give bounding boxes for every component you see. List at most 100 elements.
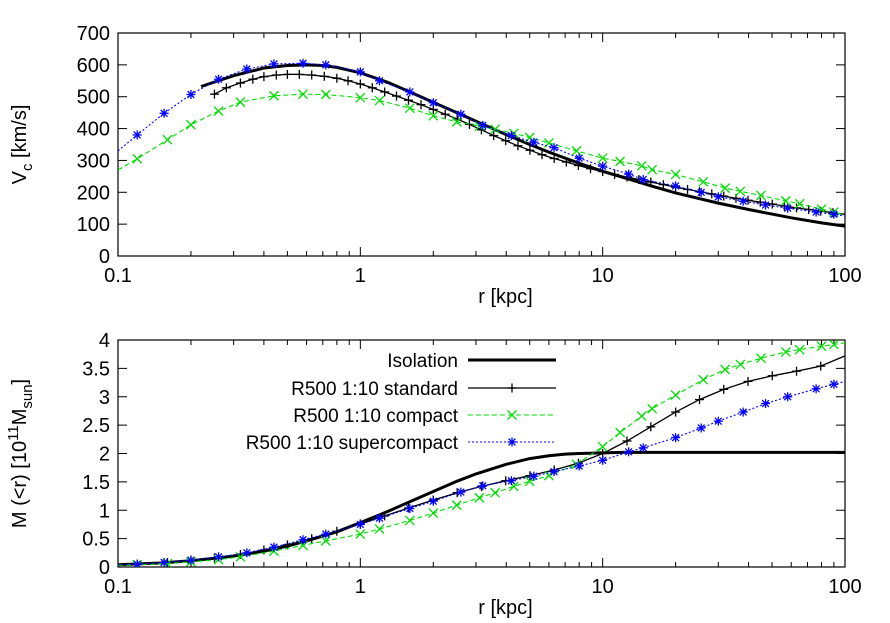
y-tick-label: 2.5 [82, 415, 110, 437]
x-tick-label: 0.1 [104, 265, 132, 287]
point-2 [524, 476, 535, 487]
x-tick-label: 100 [828, 576, 861, 598]
point-3 [214, 552, 224, 562]
series-line-1 [118, 355, 845, 566]
legend-label: R500 1:10 supercompact [246, 433, 459, 454]
point-3 [405, 504, 415, 514]
mass-plot: 0 0.5 1 1.5 2 2.5 3 3.5 4 0.1 1 10 100 r [kpc] M (<r) … [5, 330, 862, 619]
point-1 [792, 203, 802, 213]
legend-label: R500 1:10 compact [293, 406, 458, 427]
point-1 [792, 366, 802, 376]
y-tick-label: 400 [77, 119, 110, 141]
point-3 [242, 64, 252, 74]
point-3 [355, 67, 365, 77]
point-2 [374, 95, 385, 106]
point-2 [780, 195, 791, 206]
point-1 [573, 161, 583, 171]
point-3 [696, 423, 706, 433]
point-2 [720, 183, 731, 194]
point-3 [624, 447, 634, 457]
point-3 [829, 209, 839, 219]
velocity-plot: 0 100 200 300 400 500 600 700 0.1 1 10 100 r [kpc] Vc… [9, 23, 862, 308]
x-tick-label: 10 [592, 576, 614, 598]
point-3 [738, 196, 748, 206]
x-axis-label: r [kpc] [478, 286, 532, 308]
y-tick-label: 3.5 [82, 358, 110, 380]
series-line-3 [118, 62, 845, 217]
point-2 [428, 110, 439, 121]
point-2 [615, 427, 626, 438]
y-tick-label: 2 [99, 444, 110, 466]
point-1 [695, 395, 705, 405]
point-1 [513, 141, 523, 151]
point-2 [735, 186, 746, 197]
point-3 [829, 379, 839, 389]
point-2 [698, 374, 709, 385]
point-3 [132, 130, 142, 140]
y-tick-label: 4 [99, 330, 110, 352]
point-3 [456, 487, 466, 497]
series-line-2 [118, 342, 845, 566]
point-1 [343, 76, 353, 86]
point-1 [586, 164, 596, 174]
point-2 [647, 164, 658, 175]
point-3 [456, 109, 466, 119]
point-3 [428, 496, 438, 506]
y-tick-label: 0.5 [82, 529, 110, 551]
point-2 [636, 411, 647, 422]
point-3 [478, 481, 488, 491]
point-2 [404, 103, 415, 114]
point-2 [474, 492, 485, 503]
point-3 [269, 59, 279, 69]
point-1 [259, 72, 269, 82]
point-1 [489, 131, 499, 141]
point-2 [490, 487, 501, 498]
point-3 [186, 89, 196, 99]
point-1 [355, 79, 365, 89]
point-1 [719, 384, 729, 394]
point-1 [209, 89, 219, 99]
y-tick-label: 100 [77, 214, 110, 236]
point-2 [355, 92, 366, 103]
point-2 [428, 508, 439, 519]
x-tick-label: 1 [355, 576, 366, 598]
series-line-2 [118, 93, 845, 216]
point-1 [646, 177, 656, 187]
y-tick-label: 600 [77, 55, 110, 77]
y-tick-label: 200 [77, 182, 110, 204]
point-3 [713, 192, 723, 202]
point-3 [478, 120, 488, 130]
point-2 [213, 106, 224, 117]
point-3 [186, 555, 196, 565]
point-3 [375, 513, 385, 523]
point-3 [811, 207, 821, 217]
point-2 [268, 90, 279, 101]
point-2 [636, 160, 647, 171]
point-3 [529, 471, 539, 481]
point-2 [185, 119, 196, 130]
point-3 [713, 416, 723, 426]
point-1 [282, 69, 292, 79]
point-3 [506, 476, 516, 486]
point-3 [598, 455, 608, 465]
point-3 [761, 200, 771, 210]
y-axis-label: Vc [km/s] [9, 105, 36, 185]
y-axis-label-unit: ] [9, 379, 31, 385]
point-2 [235, 97, 246, 108]
point-2 [451, 116, 462, 127]
point-1 [671, 407, 681, 417]
point-1 [271, 70, 281, 80]
series-group [118, 58, 845, 228]
y-tick-label: 3 [99, 387, 110, 409]
x-tick-label: 1 [355, 265, 366, 287]
point-1 [622, 436, 632, 446]
point-1 [367, 83, 377, 93]
point-3 [405, 87, 415, 97]
legend-marker [507, 383, 517, 393]
point-2 [320, 535, 331, 546]
point-2 [816, 341, 827, 352]
point-2 [597, 441, 608, 452]
point-1 [646, 422, 656, 432]
x-tick-label: 10 [592, 265, 614, 287]
